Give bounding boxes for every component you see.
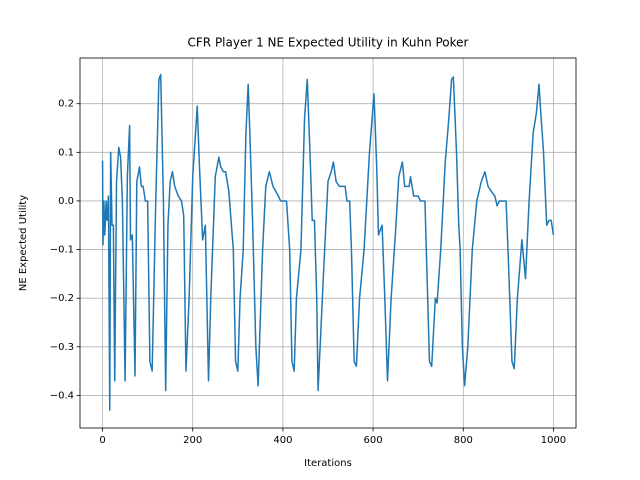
y-tick-label: −0.3 xyxy=(50,342,74,353)
y-tick-label: 0.2 xyxy=(58,99,74,110)
chart-title: CFR Player 1 NE Expected Utility in Kuhn… xyxy=(188,36,469,50)
x-axis-label: Iterations xyxy=(304,458,352,469)
y-axis-label: NE Expected Utility xyxy=(18,195,29,291)
x-tick-label: 0 xyxy=(99,435,105,446)
y-tick-label: 0.1 xyxy=(58,147,74,158)
y-tick-label: −0.2 xyxy=(50,293,74,304)
y-tick-label: −0.1 xyxy=(50,245,74,256)
plot-frame xyxy=(79,57,577,429)
x-tick-label: 600 xyxy=(364,435,383,446)
data-line xyxy=(101,73,555,411)
x-tick-label: 1000 xyxy=(541,435,566,446)
y-tick-label: −0.4 xyxy=(50,390,74,401)
x-tick-label: 200 xyxy=(183,435,202,446)
y-tick-label: 0.0 xyxy=(58,196,74,207)
x-tick-label: 800 xyxy=(454,435,473,446)
x-tick-label: 400 xyxy=(273,435,292,446)
